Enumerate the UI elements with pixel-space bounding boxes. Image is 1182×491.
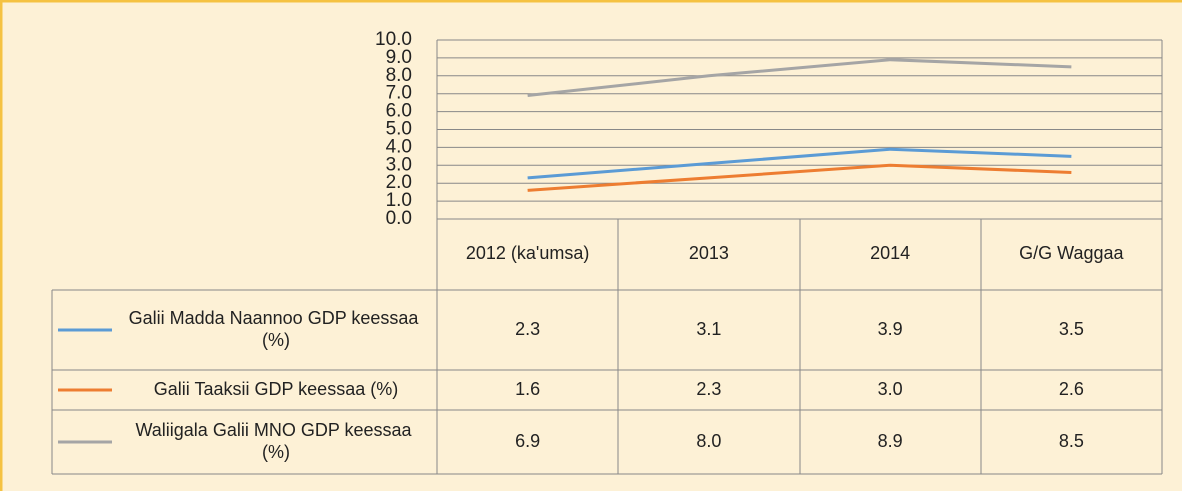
table-value: 3.1 — [696, 319, 721, 339]
data-table-grid — [51, 40, 1163, 475]
y-tick-label: 10.0 — [375, 29, 412, 50]
y-tick-label: 5.0 — [386, 119, 412, 140]
table-value: 1.6 — [515, 379, 540, 399]
table-value: 8.0 — [696, 431, 721, 451]
legend-label: Waliigala Galii MNO GDP keessaa (%) — [135, 420, 416, 462]
y-tick-label: 0.0 — [386, 208, 412, 229]
y-tick-label: 7.0 — [386, 83, 412, 104]
table-value: 3.5 — [1059, 319, 1084, 339]
table-value: 8.5 — [1059, 431, 1084, 451]
legend-label: Galii Madda Naannoo GDP keessaa (%) — [129, 308, 424, 350]
category-label: 2014 — [870, 243, 910, 263]
table-value: 6.9 — [515, 431, 540, 451]
table-value: 2.3 — [696, 379, 721, 399]
series-line — [527, 147, 1072, 180]
table-value: 2.3 — [515, 319, 540, 339]
y-tick-label: 2.0 — [386, 172, 412, 193]
y-tick-label: 6.0 — [386, 101, 412, 122]
series-line — [527, 58, 1072, 97]
y-tick-label: 8.0 — [386, 65, 412, 86]
category-label: 2012 (ka'umsa) — [466, 243, 590, 263]
category-label: 2013 — [689, 243, 729, 263]
y-tick-label: 9.0 — [386, 47, 412, 68]
table-value: 3.0 — [878, 379, 903, 399]
legend-label: Galii Taaksii GDP keessaa (%) — [154, 379, 398, 399]
category-label: G/G Waggaa — [1019, 243, 1124, 263]
y-tick-label: 4.0 — [386, 136, 412, 157]
y-tick-label: 1.0 — [386, 190, 412, 211]
table-value: 8.9 — [878, 431, 903, 451]
table-value: 3.9 — [878, 319, 903, 339]
y-tick-label: 3.0 — [386, 154, 412, 175]
series-line — [527, 163, 1072, 192]
table-value: 2.6 — [1059, 379, 1084, 399]
